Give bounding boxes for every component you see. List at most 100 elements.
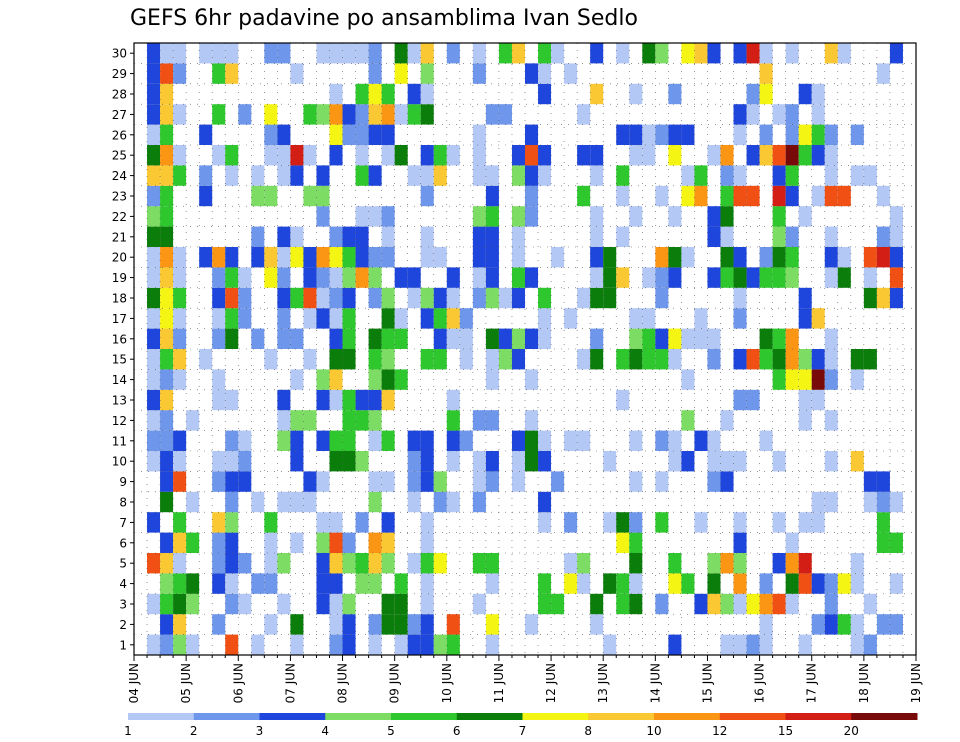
heatmap-cell bbox=[446, 308, 460, 329]
heatmap-cell bbox=[525, 165, 539, 186]
heatmap-cell bbox=[564, 308, 578, 329]
heatmap-cell bbox=[798, 145, 812, 166]
heatmap-cell bbox=[616, 43, 630, 64]
heatmap-cell bbox=[876, 512, 890, 533]
heatmap-cell bbox=[160, 165, 174, 186]
heatmap-cell bbox=[746, 43, 760, 64]
heatmap-cell bbox=[511, 287, 525, 309]
heatmap-cell bbox=[199, 124, 213, 145]
heatmap-cell bbox=[668, 328, 682, 349]
heatmap-cell bbox=[394, 369, 408, 390]
heatmap-cell bbox=[420, 145, 434, 166]
heatmap-cell bbox=[433, 308, 447, 329]
heatmap-cell bbox=[733, 553, 747, 574]
heatmap-cell bbox=[199, 165, 213, 186]
heatmap-cell bbox=[824, 247, 838, 268]
legend: 1 2 3 4 5 6 7 8 10 12 15 20 bbox=[124, 713, 918, 738]
heatmap-cell bbox=[785, 328, 799, 349]
heatmap-cell bbox=[798, 634, 812, 655]
heatmap-cell bbox=[147, 43, 161, 64]
heatmap-cell bbox=[173, 349, 187, 370]
heatmap-cell bbox=[577, 573, 591, 594]
heatmap-cell bbox=[459, 430, 473, 451]
heatmap-cell bbox=[199, 185, 213, 207]
heatmap-cell bbox=[707, 553, 721, 574]
y-tick-label: 13 bbox=[112, 394, 127, 408]
heatmap-cell bbox=[472, 226, 486, 247]
legend-label: 12 bbox=[712, 724, 727, 738]
heatmap-cell bbox=[394, 308, 408, 329]
heatmap-cell bbox=[681, 43, 695, 64]
heatmap-cell bbox=[420, 83, 434, 105]
heatmap-cell bbox=[798, 287, 812, 309]
grid-lines bbox=[134, 43, 916, 655]
heatmap-cell bbox=[329, 389, 343, 411]
heatmap-cell bbox=[485, 328, 499, 349]
heatmap-cell bbox=[173, 593, 187, 615]
heatmap-cell bbox=[824, 614, 838, 635]
y-tick-label: 15 bbox=[112, 353, 127, 367]
heatmap-cell bbox=[733, 287, 747, 309]
y-tick-label: 22 bbox=[112, 210, 127, 224]
heatmap-cell bbox=[433, 553, 447, 574]
heatmap-cell bbox=[381, 593, 395, 615]
heatmap-cell bbox=[225, 634, 239, 655]
heatmap-cell bbox=[733, 43, 747, 64]
heatmap-cell bbox=[160, 369, 174, 390]
heatmap-cell bbox=[668, 247, 682, 268]
heatmap-cell bbox=[616, 512, 630, 533]
x-tick-label: 07 JUN bbox=[283, 663, 297, 703]
heatmap-cell bbox=[420, 553, 434, 574]
heatmap-cell bbox=[160, 104, 174, 125]
heatmap-cell bbox=[264, 185, 278, 207]
heatmap-cell bbox=[785, 43, 799, 64]
heatmap-cell bbox=[707, 430, 721, 451]
heatmap-cell bbox=[368, 349, 382, 370]
heatmap-cell bbox=[785, 369, 799, 390]
heatmap-cell bbox=[889, 267, 903, 288]
heatmap-cell bbox=[681, 124, 695, 145]
heatmap-cell bbox=[446, 267, 460, 288]
heatmap-cell bbox=[798, 512, 812, 533]
heatmap-cell bbox=[329, 614, 343, 635]
heatmap-cell bbox=[277, 308, 291, 329]
heatmap-cell bbox=[264, 104, 278, 125]
heatmap-cell bbox=[629, 553, 643, 574]
heatmap-cell bbox=[147, 593, 161, 615]
legend-label: 20 bbox=[844, 724, 859, 738]
heatmap-cell bbox=[251, 491, 265, 513]
heatmap-cell bbox=[798, 389, 812, 411]
heatmap-cell bbox=[407, 83, 421, 105]
heatmap-cell bbox=[342, 553, 356, 574]
heatmap-cell bbox=[837, 267, 851, 288]
heatmap-cell bbox=[173, 63, 187, 84]
heatmap-cell bbox=[173, 104, 187, 125]
heatmap-cell bbox=[590, 247, 604, 268]
heatmap-cell bbox=[746, 349, 760, 370]
heatmap-cell bbox=[564, 63, 578, 84]
heatmap-cell bbox=[147, 389, 161, 411]
heatmap-cell bbox=[147, 328, 161, 349]
heatmap-cell bbox=[303, 410, 317, 431]
heatmap-cell bbox=[590, 267, 604, 288]
heatmap-cell bbox=[238, 308, 252, 329]
heatmap-cell bbox=[772, 185, 786, 207]
heatmap-cell bbox=[733, 389, 747, 411]
heatmap-cell bbox=[355, 226, 369, 247]
heatmap-cell bbox=[212, 104, 226, 125]
heatmap-cell bbox=[160, 63, 174, 84]
heatmap-cell bbox=[316, 165, 330, 186]
heatmap-cell bbox=[798, 369, 812, 390]
heatmap-cell bbox=[355, 410, 369, 431]
heatmap-cell bbox=[459, 328, 473, 349]
heatmap-cell bbox=[433, 165, 447, 186]
heatmap-cell bbox=[147, 267, 161, 288]
heatmap-cell bbox=[642, 267, 656, 288]
heatmap-cell bbox=[225, 512, 239, 533]
heatmap-cell bbox=[160, 145, 174, 166]
heatmap-cell bbox=[342, 267, 356, 288]
heatmap-cell bbox=[668, 573, 682, 594]
legend-label: 5 bbox=[387, 724, 395, 738]
heatmap-cell bbox=[342, 308, 356, 329]
